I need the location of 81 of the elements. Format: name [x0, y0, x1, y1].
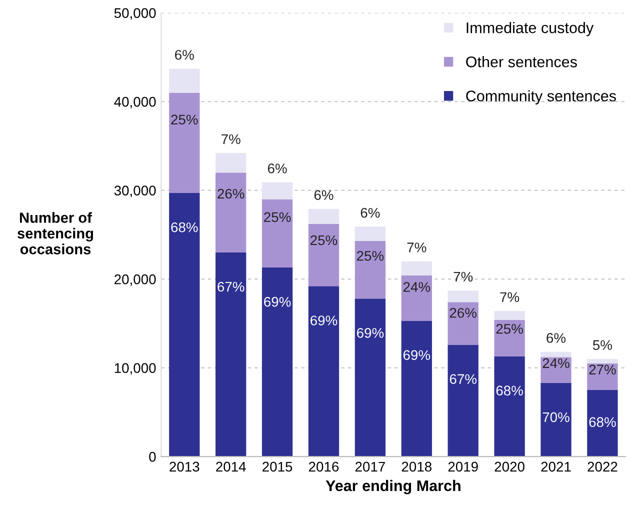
annotation: 69%	[264, 296, 291, 307]
annotation: 6%	[268, 164, 287, 174]
annotation: 7%	[407, 242, 426, 252]
bar	[540, 352, 572, 358]
bar	[262, 199, 293, 268]
annotation: 7%	[500, 292, 520, 302]
annotation: 7%	[454, 272, 473, 282]
x-tick-label: 2016	[308, 462, 339, 472]
legend-label: Community sentences	[466, 90, 616, 104]
annotation: 69%	[357, 328, 384, 338]
bar	[587, 358, 618, 364]
bar	[587, 390, 618, 457]
annotation: 69%	[310, 316, 338, 326]
bar	[494, 320, 525, 356]
bar	[308, 286, 340, 457]
annotation: 6%	[360, 208, 380, 218]
bar	[401, 320, 432, 457]
annotation: 25%	[496, 324, 523, 334]
bar	[354, 240, 386, 299]
y-tick-label: 0	[149, 452, 156, 462]
annotation: 70%	[542, 412, 570, 422]
annotation: 68%	[589, 417, 616, 428]
annotation: 68%	[496, 386, 523, 396]
annotation: 69%	[403, 350, 430, 360]
annotation: 25%	[310, 235, 338, 246]
x-tick-label: 2017	[355, 462, 385, 472]
bar	[308, 208, 340, 224]
bar	[354, 298, 386, 457]
x-tick-label: 2021	[541, 462, 571, 472]
bar	[169, 92, 200, 193]
x-tick-label: 2020	[494, 462, 524, 472]
annotation: 27%	[589, 364, 616, 375]
x-tick-label: 2019	[448, 462, 478, 472]
x-axis-title: Year ending March	[326, 480, 460, 494]
annotation: 25%	[264, 212, 291, 222]
bar	[540, 357, 572, 383]
bar	[354, 226, 386, 241]
annotation: 26%	[218, 188, 244, 199]
bar	[494, 311, 525, 320]
annotation: 25%	[356, 250, 384, 261]
bar	[262, 182, 293, 200]
annotation: 25%	[171, 114, 198, 125]
bar	[494, 356, 525, 457]
annotation: 5%	[592, 340, 612, 350]
bar	[401, 261, 432, 276]
annotation: 6%	[314, 190, 334, 200]
bar	[262, 268, 293, 457]
bar	[216, 172, 246, 252]
y-axis-title: Number of sentencing occasions	[18, 212, 94, 254]
bar	[216, 252, 246, 457]
x-tick-label: 2015	[262, 462, 292, 472]
bar	[448, 302, 478, 345]
annotation: 67%	[450, 374, 477, 384]
y-tick-label: 50,000	[114, 8, 156, 20]
y-tick-label: 40,000	[114, 96, 156, 108]
annotation: 67%	[218, 282, 244, 292]
annotation: 68%	[171, 222, 198, 232]
bar	[169, 192, 200, 457]
annotation: 6%	[175, 50, 194, 60]
bar	[587, 363, 618, 390]
bar	[448, 290, 478, 302]
y-tick-label: 30,000	[114, 186, 156, 198]
annotation: 6%	[546, 333, 566, 343]
bar	[169, 68, 200, 93]
legend-label: Immediate custody	[466, 22, 594, 36]
y-tick-label: 10,000	[114, 363, 156, 375]
y-tick-label: 20,000	[114, 274, 156, 286]
legend-label: Other sentences	[466, 56, 577, 68]
annotation: 7%	[222, 134, 240, 144]
annotation: 26%	[450, 308, 477, 318]
x-tick-label: 2014	[216, 462, 246, 472]
bar	[401, 276, 432, 321]
x-tick-label: 2022	[588, 462, 618, 472]
bar	[448, 344, 478, 457]
annotation: 24%	[403, 282, 430, 292]
annotation: 24%	[542, 358, 570, 368]
x-tick-label: 2018	[402, 462, 432, 472]
bar	[216, 153, 246, 173]
x-tick-label: 2013	[170, 462, 200, 472]
bar	[308, 224, 340, 286]
bar	[540, 382, 572, 457]
